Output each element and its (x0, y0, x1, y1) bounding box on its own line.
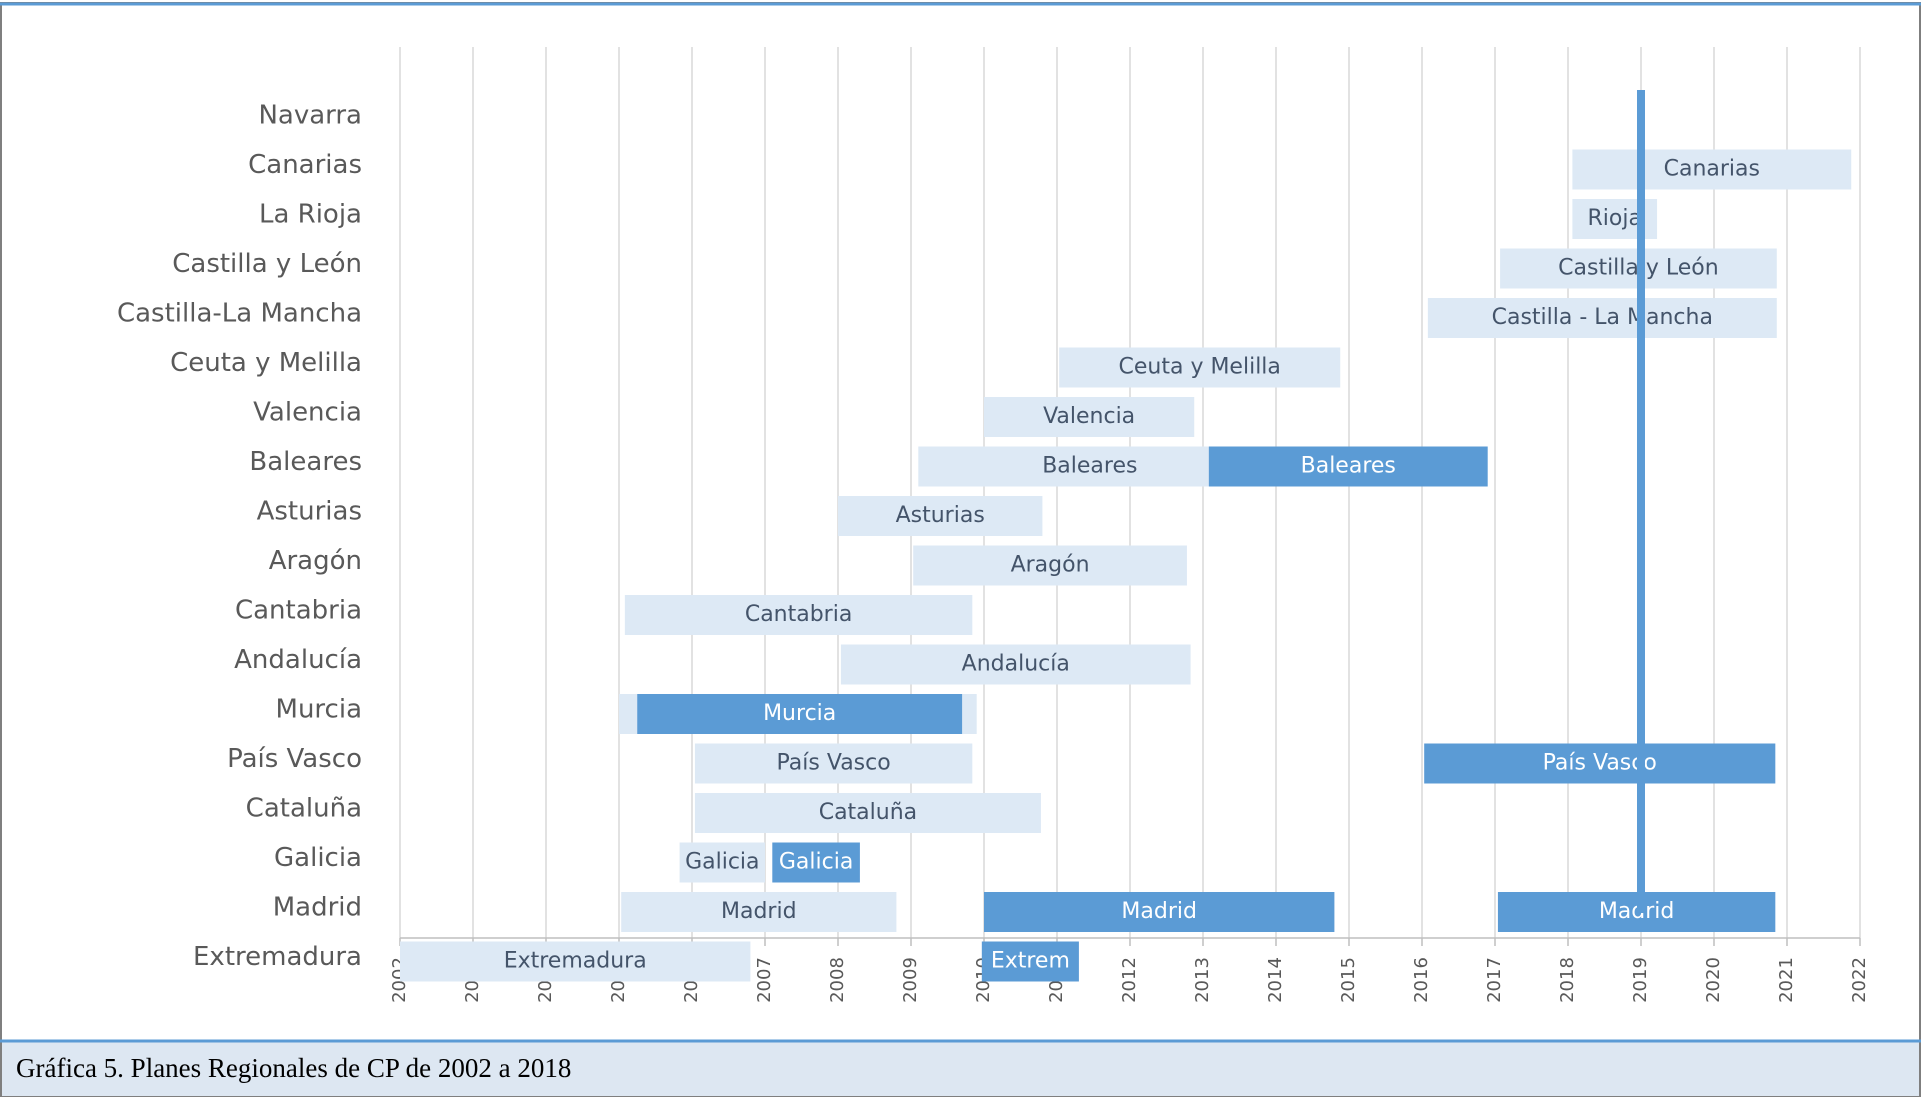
row-label: País Vasco (227, 744, 362, 774)
bar (1059, 347, 1341, 388)
x-tick-label: 2017 (1484, 957, 1505, 1003)
x-tick-label: 2015 (1338, 957, 1359, 1003)
bar-label: Canarias (1664, 157, 1760, 182)
bar-label: Aragón (1011, 553, 1090, 578)
row-label: Baleares (249, 447, 362, 477)
bar-label: Galicia (779, 850, 853, 875)
x-tick-label: 2020 (1703, 957, 1724, 1003)
row-label: Murcia (276, 695, 362, 725)
row-label: La Rioja (259, 200, 362, 230)
bar (637, 694, 963, 734)
bar-label: Ceuta y Melilla (1119, 355, 1281, 380)
bar-label: Cantabria (745, 602, 853, 627)
bar-label: País Vasco (777, 751, 891, 776)
bar-label: Murcia (763, 701, 836, 726)
x-tick-label: 2018 (1557, 957, 1578, 1003)
x-tick-label: 2016 (1411, 957, 1432, 1003)
bar (624, 595, 973, 635)
bar-label: Madrid (721, 899, 797, 924)
plot: 2002200320042005200620072008200920102011… (117, 47, 1870, 1003)
row-label: Castilla y León (172, 249, 362, 279)
row-label: Cataluña (246, 794, 362, 824)
bar (981, 941, 1079, 982)
bar (984, 397, 1195, 437)
row-label: Canarias (248, 150, 362, 180)
bar (772, 842, 860, 883)
bar-label: Galicia (685, 850, 759, 875)
bar (400, 941, 751, 982)
row-label: Ceuta y Melilla (170, 348, 362, 378)
bar (694, 793, 1041, 833)
row-label: Extremadura (193, 942, 362, 972)
row-label: Galicia (274, 843, 362, 873)
bar-label: Madrid (1599, 899, 1675, 924)
row-label: Navarra (258, 101, 362, 131)
bar-label: Valencia (1043, 404, 1135, 429)
x-tick-label: 2008 (827, 957, 848, 1003)
bar (838, 496, 1043, 536)
bar-label: Madrid (1121, 899, 1197, 924)
x-tick-label: 2022 (1849, 957, 1870, 1003)
caption: Gráfica 5. Planes Regionales de CP de 20… (16, 1053, 571, 1083)
bar (621, 892, 897, 932)
x-tick-label: 2019 (1630, 957, 1651, 1003)
bar-label: Extremadura (504, 949, 647, 974)
bar-label: Castilla - La Mancha (1492, 305, 1713, 330)
bar (840, 644, 1191, 685)
bar (1572, 149, 1852, 190)
row-label: Valencia (253, 398, 362, 428)
bar-label: Cataluña (819, 800, 917, 825)
bar-label: Baleares (1301, 454, 1396, 479)
x-tick-label: 2007 (754, 957, 775, 1003)
row-label: Aragón (269, 546, 362, 576)
bar-label: Andalucía (962, 652, 1070, 677)
x-tick-label: 2013 (1192, 957, 1213, 1003)
x-tick-label: 2021 (1776, 957, 1797, 1003)
x-tick-label: 2012 (1119, 957, 1140, 1003)
bar-label: Asturias (896, 503, 985, 528)
row-label: Cantabria (235, 596, 362, 626)
bar-label: Extrem (991, 949, 1070, 974)
bar (984, 892, 1335, 932)
row-label: Castilla-La Mancha (117, 299, 362, 329)
bar-label: Baleares (1042, 454, 1137, 479)
bar-label: Rioja (1587, 206, 1641, 231)
bar (918, 446, 1262, 487)
bar (694, 743, 973, 784)
x-tick-label: 2009 (900, 957, 921, 1003)
row-label: Asturias (257, 497, 362, 527)
bar (679, 842, 765, 883)
bar (1427, 298, 1777, 338)
x-tick-label: 2014 (1265, 957, 1286, 1003)
bar (1208, 446, 1488, 487)
row-label: Andalucía (234, 645, 362, 675)
bar (1424, 743, 1776, 784)
row-label: Madrid (273, 893, 362, 923)
caption-band (2, 1041, 1919, 1096)
bar (913, 545, 1187, 586)
bar (1497, 892, 1776, 932)
